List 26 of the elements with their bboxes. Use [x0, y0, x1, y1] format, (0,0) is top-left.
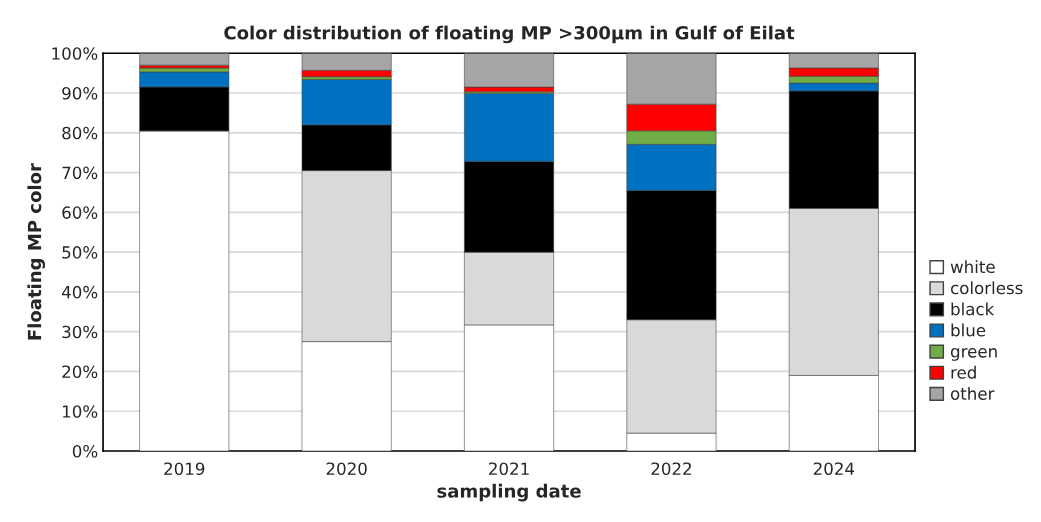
y-tick-label: 20% — [62, 365, 98, 379]
y-tick-label: 100% — [52, 47, 98, 60]
legend-label: red — [951, 365, 976, 379]
x-tick-label: 2019 — [164, 462, 205, 476]
y-tick-label: 0% — [72, 444, 98, 458]
legend-label: black — [951, 302, 995, 316]
y-tick-label: 30% — [62, 325, 98, 339]
y-axis-title: Floating MP color — [27, 163, 45, 340]
legend-label: other — [950, 387, 995, 400]
x-tick-label: 2020 — [326, 462, 367, 476]
y-tick-label: 70% — [62, 166, 98, 180]
legend-label: blue — [951, 323, 986, 337]
y-tick-label: 10% — [62, 405, 98, 418]
x-axis-title: sampling date — [437, 483, 581, 502]
y-tick-label: 50% — [62, 246, 98, 259]
y-tick-label: 40% — [61, 285, 98, 299]
legend-label: white — [950, 260, 995, 274]
x-tick-label: 2022 — [651, 462, 691, 476]
x-tick-label: 2021 — [489, 462, 529, 476]
y-tick-label: 90% — [62, 86, 98, 100]
legend-label: green — [950, 348, 997, 361]
legend-label: colorless — [950, 281, 1023, 295]
y-tick-label: 80% — [62, 126, 98, 140]
x-tick-label: 2024 — [813, 462, 855, 476]
y-tick-label: 60% — [62, 206, 98, 219]
chart-title: Color distribution of floating MP >300µm in Gulf of Eilat — [224, 25, 795, 44]
